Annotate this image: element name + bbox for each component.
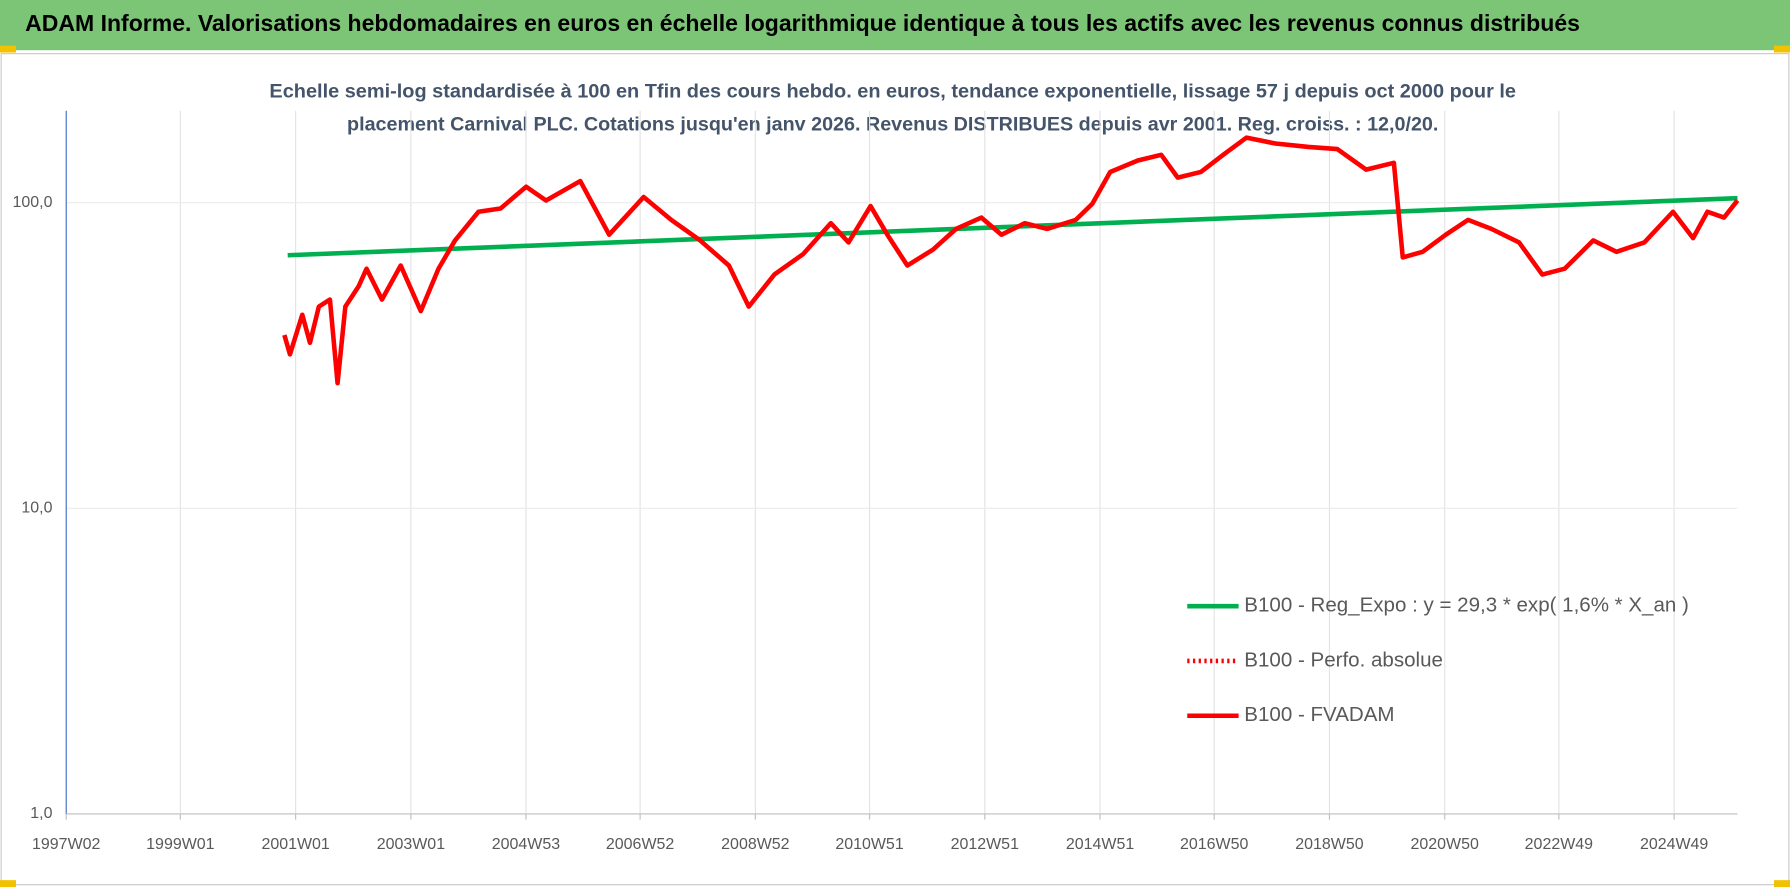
x-tick-label: 1999W01 — [146, 836, 214, 853]
x-tick-label: 2001W01 — [261, 836, 329, 853]
legend-label: B100 - Reg_Expo : y = 29,3 * exp( 1,6% *… — [1244, 594, 1689, 617]
x-tick-label: 1997W02 — [32, 836, 100, 853]
x-tick-label: 2003W01 — [377, 836, 445, 853]
chart-title: ADAM Informe. Valorisations hebdomadaire… — [25, 10, 1580, 36]
chart-frame — [0, 53, 1790, 886]
title-band — [0, 0, 1790, 51]
legend-label: B100 - FVADAM — [1244, 703, 1394, 726]
x-tick-label: 2014W51 — [1066, 836, 1134, 853]
y-tick-label: 100,0 — [13, 194, 53, 211]
x-tick-label: 2006W52 — [606, 836, 674, 853]
corner — [0, 880, 16, 887]
chart-subtitle: Echelle semi-log standardisée à 100 en T… — [269, 81, 1516, 103]
legend-label: B100 - Perfo. absolue — [1244, 648, 1443, 671]
chart-subtitle: placement Carnival PLC. Cotations jusqu'… — [347, 114, 1438, 136]
x-tick-label: 2004W53 — [492, 836, 560, 853]
corner — [1774, 45, 1790, 53]
x-tick-label: 2024W49 — [1640, 836, 1708, 853]
corner — [1774, 880, 1790, 887]
x-tick-label: 2016W50 — [1180, 836, 1248, 853]
data-line — [282, 135, 1740, 386]
x-tick-label: 2022W49 — [1525, 836, 1593, 853]
y-tick-label: 10,0 — [21, 500, 52, 517]
x-tick-label: 2012W51 — [951, 836, 1019, 853]
x-tick-label: 2018W50 — [1295, 836, 1363, 853]
x-tick-label: 2010W51 — [835, 836, 903, 853]
y-tick-label: 1,0 — [30, 805, 52, 822]
x-tick-label: 2020W50 — [1411, 836, 1479, 853]
x-tick-label: 2008W52 — [721, 836, 789, 853]
corner — [0, 45, 16, 53]
